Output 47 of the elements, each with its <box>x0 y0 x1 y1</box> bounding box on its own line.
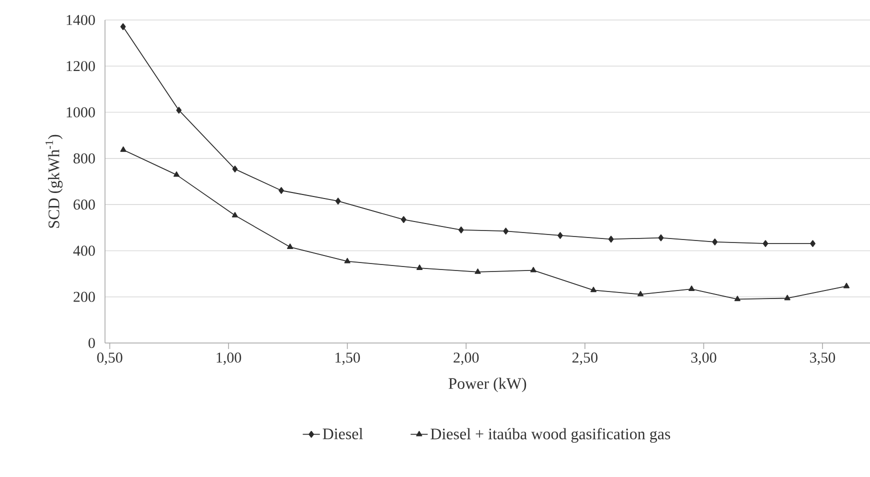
point <box>474 268 481 274</box>
point <box>843 282 850 288</box>
point <box>335 198 341 205</box>
y-tick-label: 0 <box>88 338 95 348</box>
point <box>503 228 508 235</box>
point <box>608 236 614 243</box>
x-tick-label: 2,00 <box>454 352 479 365</box>
point <box>120 146 126 152</box>
point <box>810 240 816 248</box>
point <box>232 212 238 218</box>
point <box>530 266 536 272</box>
x-tick-label: 0,50 <box>97 352 122 365</box>
point <box>287 244 294 249</box>
point <box>173 171 180 177</box>
x-tick-label: 1,00 <box>216 352 242 365</box>
point <box>712 238 718 246</box>
y-tick-label: 1200 <box>66 61 95 72</box>
y-tick-label: 800 <box>74 153 95 164</box>
point <box>232 166 238 172</box>
point <box>458 226 464 234</box>
point <box>734 296 740 302</box>
point <box>784 294 790 300</box>
point <box>590 286 597 292</box>
x-tick-label: 2,50 <box>572 352 598 365</box>
point <box>637 290 644 296</box>
legend-label: Diesel + itaúba wood gasification gas <box>430 428 670 443</box>
point <box>688 286 695 291</box>
point <box>344 258 350 264</box>
point <box>416 264 423 270</box>
point <box>278 187 284 194</box>
x-axis-title: Power (kW) <box>448 378 526 392</box>
point <box>176 106 182 114</box>
x-tick-label: 3,50 <box>810 352 836 365</box>
y-axis-title: SCD (gkWh$^{-1}$) <box>45 134 63 228</box>
legend-label: Diesel <box>322 428 363 440</box>
y-tick-label: 1400 <box>66 14 95 26</box>
point <box>400 216 406 224</box>
y-tick-label: 1000 <box>66 107 95 118</box>
y-tick-label: 200 <box>74 292 95 302</box>
y-tick-label: 600 <box>74 200 95 210</box>
point <box>120 23 126 30</box>
y-tick-label: 400 <box>73 246 95 256</box>
point <box>658 234 664 242</box>
x-tick-label: 3,00 <box>691 352 716 365</box>
point <box>762 240 768 248</box>
x-tick-label: 1,50 <box>336 352 360 365</box>
point <box>558 232 563 239</box>
